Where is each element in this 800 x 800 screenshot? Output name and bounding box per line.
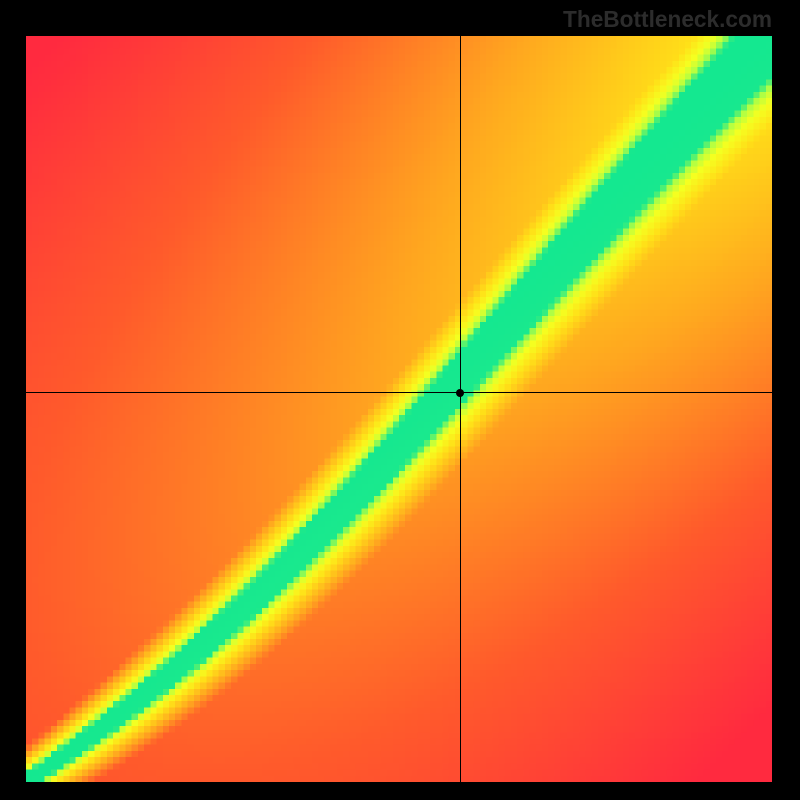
bottleneck-heatmap [26, 36, 772, 782]
crosshair-vertical [460, 36, 461, 782]
chart-container: TheBottleneck.com [0, 0, 800, 800]
crosshair-marker [456, 389, 464, 397]
source-watermark: TheBottleneck.com [563, 6, 772, 33]
crosshair-horizontal [26, 392, 772, 393]
